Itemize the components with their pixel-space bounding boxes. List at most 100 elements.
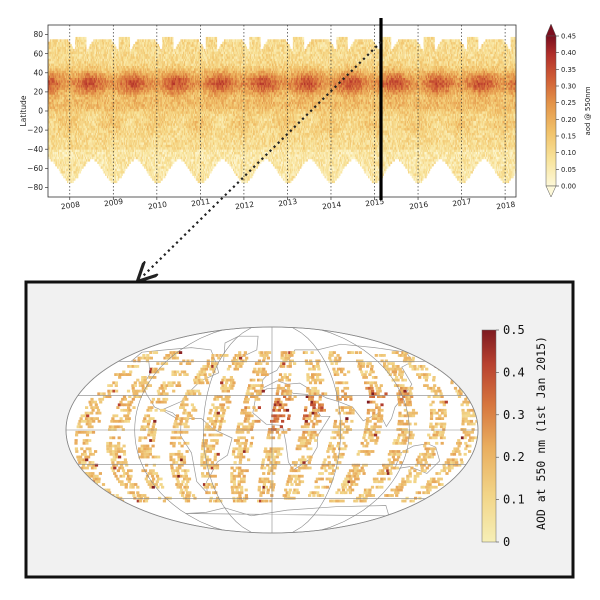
aod-pixel [257,397,261,401]
aod-pixel [284,384,288,387]
aod-pixel [339,367,343,371]
aod-pixel [257,488,261,492]
aod-pixel [257,378,261,382]
aod-pixel [191,389,195,393]
aod-pixel [298,458,302,462]
aod-pixel [416,367,420,371]
aod-pixel [354,469,358,473]
aod-pixel [358,496,362,500]
aod-pixel [235,488,239,492]
aod-pixel [124,419,128,423]
y-tick-label-60: 60 [33,49,43,58]
aod-pixel [252,386,256,390]
aod-pixel [183,370,187,374]
aod-pixel [238,362,242,365]
top-colorbar-extend-top [545,23,557,37]
aod-pixel [277,384,281,387]
aod-pixel [308,411,313,415]
aod-pixel [179,419,183,423]
aod-pixel [314,439,318,442]
aod-pixel [335,425,339,429]
aod-pixel [273,414,278,418]
aod-pixel [246,447,250,451]
aod-pixel [220,408,224,412]
aod-pixel [314,365,318,368]
aod-pixel [121,469,126,473]
aod-pixel [235,430,239,434]
aod-pixel [183,485,187,489]
aod-pixel [116,469,120,473]
aod-pixel [429,422,433,426]
aod-pixel [182,359,186,363]
aod-pixel [351,411,355,415]
aod-pixel [305,414,309,418]
aod-pixel [172,389,176,393]
y-tick-label-−60: −60 [27,164,43,173]
aod-pixel [208,463,212,467]
aod-pixel [232,469,237,473]
aod-pixel [320,477,324,481]
aod-pixel [307,441,312,445]
aod-pixel [301,463,305,467]
aod-pixel [247,428,251,431]
y-tick-label-40: 40 [33,68,43,77]
aod-pixel [237,450,241,453]
aod-pixel [237,480,241,484]
aod-pixel [401,499,405,503]
aod-pixel [397,488,401,492]
aod-pixel [395,494,399,497]
aod-pixel [353,499,357,503]
aod-pixel [440,408,444,412]
aod-pixel [398,452,402,456]
aod-pixel [146,447,150,451]
aod-pixel [287,428,291,431]
aod-pixel [136,395,140,398]
aod-pixel [146,452,150,456]
aod-pixel [250,425,254,429]
aod-pixel [243,408,247,412]
aod-pixel [308,381,313,385]
aod-pixel [410,436,414,440]
aod-pixel [243,351,247,354]
aod-pixel [361,365,365,368]
aod-pixel [454,458,458,462]
aod-pixel [271,450,275,453]
aod-pixel [196,381,200,385]
aod-pixel [312,433,316,437]
aod-pixel [464,419,468,423]
aod-pixel [216,496,220,500]
aod-pixel [280,351,284,354]
aod-pixel [249,386,253,390]
aod-pixel [376,389,380,393]
aod-pixel [212,444,216,448]
aod-pixel [138,436,142,440]
aod-pixel [450,381,454,385]
aod-pixel [210,461,214,464]
aod-pixel [247,425,251,429]
aod-pixel [464,397,468,401]
aod-pixel [266,436,270,440]
aod-pixel [215,406,219,409]
aod-pixel [429,480,433,484]
aod-pixel [242,436,246,440]
aod-pixel [122,370,126,374]
aod-pixel [230,480,234,484]
aod-pixel [333,436,337,440]
aod-pixel [141,376,145,379]
aod-pixel [440,483,444,486]
aod-pixel [332,469,336,473]
aod-pixel [147,430,151,434]
aod-pixel [163,384,167,387]
aod-pixel [345,386,350,390]
aod-pixel [239,436,244,440]
aod-pixel [141,455,145,459]
aod-pixel [156,389,160,393]
aod-pixel [83,452,87,456]
aod-pixel [345,474,350,478]
aod-pixel [127,491,131,495]
aod-pixel [233,491,237,495]
aod-pixel [348,474,352,478]
aod-pixel [140,425,144,429]
aod-pixel [364,428,368,431]
aod-pixel [114,425,118,429]
